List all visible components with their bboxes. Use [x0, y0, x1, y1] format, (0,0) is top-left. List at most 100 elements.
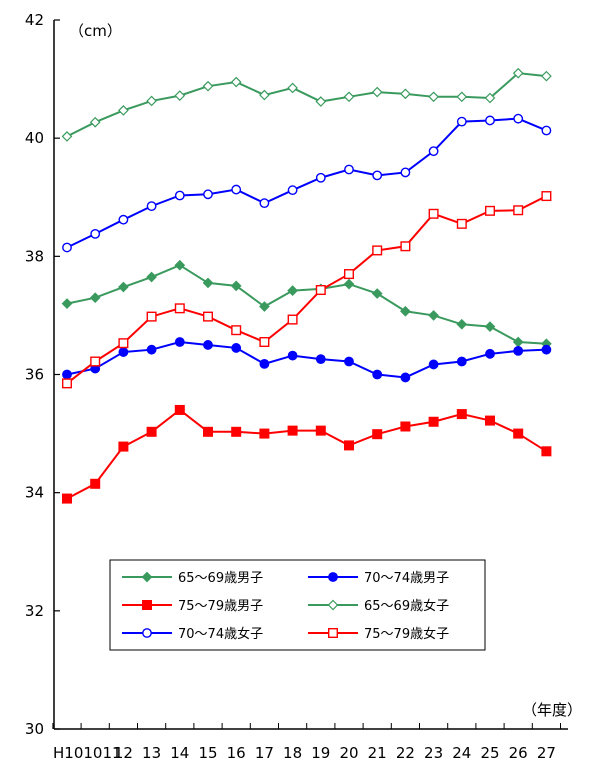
data-point	[345, 280, 354, 289]
data-point	[232, 326, 241, 335]
data-point	[542, 126, 550, 134]
data-point	[429, 92, 438, 101]
data-point	[176, 304, 185, 313]
legend-marker	[143, 629, 151, 637]
data-point	[260, 199, 268, 207]
data-point	[514, 347, 522, 355]
data-point	[316, 97, 325, 106]
data-point	[486, 116, 494, 124]
y-tick-label: 32	[25, 602, 44, 620]
data-point	[176, 191, 184, 199]
x-tick-label: 13	[142, 744, 161, 762]
data-point	[119, 216, 127, 224]
data-point	[119, 348, 127, 356]
legend: 65～69歳男子 70～74歳男子 75～79歳男子 65～69歳女子 70～74歳女子…	[110, 560, 485, 650]
legend-marker	[329, 629, 338, 638]
legend-label: 65～69歳男子	[178, 571, 263, 586]
data-point	[288, 286, 297, 295]
data-point	[373, 370, 381, 378]
x-tick-label: 27	[537, 744, 556, 762]
data-point	[119, 283, 128, 292]
data-point	[514, 114, 522, 122]
y-tick-label: 40	[25, 129, 44, 147]
data-point	[147, 96, 156, 105]
data-point	[91, 230, 99, 238]
data-point	[429, 311, 438, 320]
data-point	[175, 91, 184, 100]
x-tick-label: 18	[283, 744, 302, 762]
series-2	[63, 338, 551, 382]
data-point	[486, 350, 494, 358]
series-4	[63, 69, 551, 141]
data-point	[317, 426, 326, 435]
series-line	[67, 410, 546, 499]
data-point	[91, 293, 100, 302]
x-tick-label: 16	[227, 744, 246, 762]
y-tick-label: 42	[25, 11, 44, 29]
data-point	[147, 273, 156, 282]
data-point	[260, 360, 268, 368]
x-tick-label: 15	[198, 744, 217, 762]
x-tick-label: 14	[170, 744, 189, 762]
data-point	[63, 299, 72, 308]
data-point	[91, 118, 100, 127]
data-point	[373, 246, 382, 255]
data-point	[373, 88, 382, 97]
y-tick-label: 30	[25, 720, 44, 738]
data-point	[457, 92, 466, 101]
data-point	[119, 339, 128, 348]
data-point	[147, 428, 156, 437]
data-point	[345, 270, 354, 279]
data-point	[260, 429, 269, 438]
x-tick-label: 25	[480, 744, 499, 762]
data-point	[345, 441, 354, 450]
legend-label: 70～74歳女子	[178, 626, 263, 642]
data-point	[401, 168, 409, 176]
data-point	[204, 341, 212, 349]
data-point	[429, 147, 437, 155]
series-line	[67, 119, 546, 248]
x-tick-label: 21	[368, 744, 387, 762]
legend-label: 70～74歳男子	[364, 571, 449, 586]
data-point	[232, 185, 240, 193]
data-point	[204, 190, 212, 198]
data-point	[317, 174, 325, 182]
x-tick-label: 17	[255, 744, 274, 762]
y-unit-label: （cm）	[69, 22, 122, 40]
data-point	[176, 406, 185, 415]
y-tick-label: 38	[25, 247, 44, 265]
data-point	[147, 202, 155, 210]
data-point	[63, 370, 71, 378]
data-point	[345, 357, 353, 365]
data-point	[514, 338, 523, 347]
x-tick-label: 20	[339, 744, 358, 762]
legend-marker	[329, 573, 337, 581]
data-point	[147, 345, 155, 353]
data-point	[486, 207, 495, 216]
data-point	[514, 206, 523, 215]
data-point	[317, 286, 326, 295]
data-point	[204, 312, 213, 321]
x-tick-label: H101011	[53, 744, 122, 762]
data-point	[429, 209, 438, 218]
data-point	[91, 357, 100, 366]
data-point	[288, 351, 296, 359]
data-point	[514, 429, 523, 438]
data-point	[204, 428, 213, 437]
data-point	[373, 171, 381, 179]
series-5	[63, 114, 551, 251]
series-line	[67, 342, 546, 377]
data-point	[486, 416, 495, 425]
y-tick-label: 34	[25, 484, 44, 502]
legend-label: 65～69歳女子	[364, 598, 449, 614]
data-point	[288, 426, 297, 435]
data-point	[401, 373, 409, 381]
data-point	[345, 165, 353, 173]
data-point	[204, 82, 213, 91]
data-point	[63, 379, 72, 388]
x-tick-label: 23	[424, 744, 443, 762]
x-unit-label: （年度）	[522, 701, 582, 719]
legend-label: 75～79歳女子	[364, 626, 449, 642]
y-tick-label: 36	[25, 366, 44, 384]
data-point	[288, 186, 296, 194]
